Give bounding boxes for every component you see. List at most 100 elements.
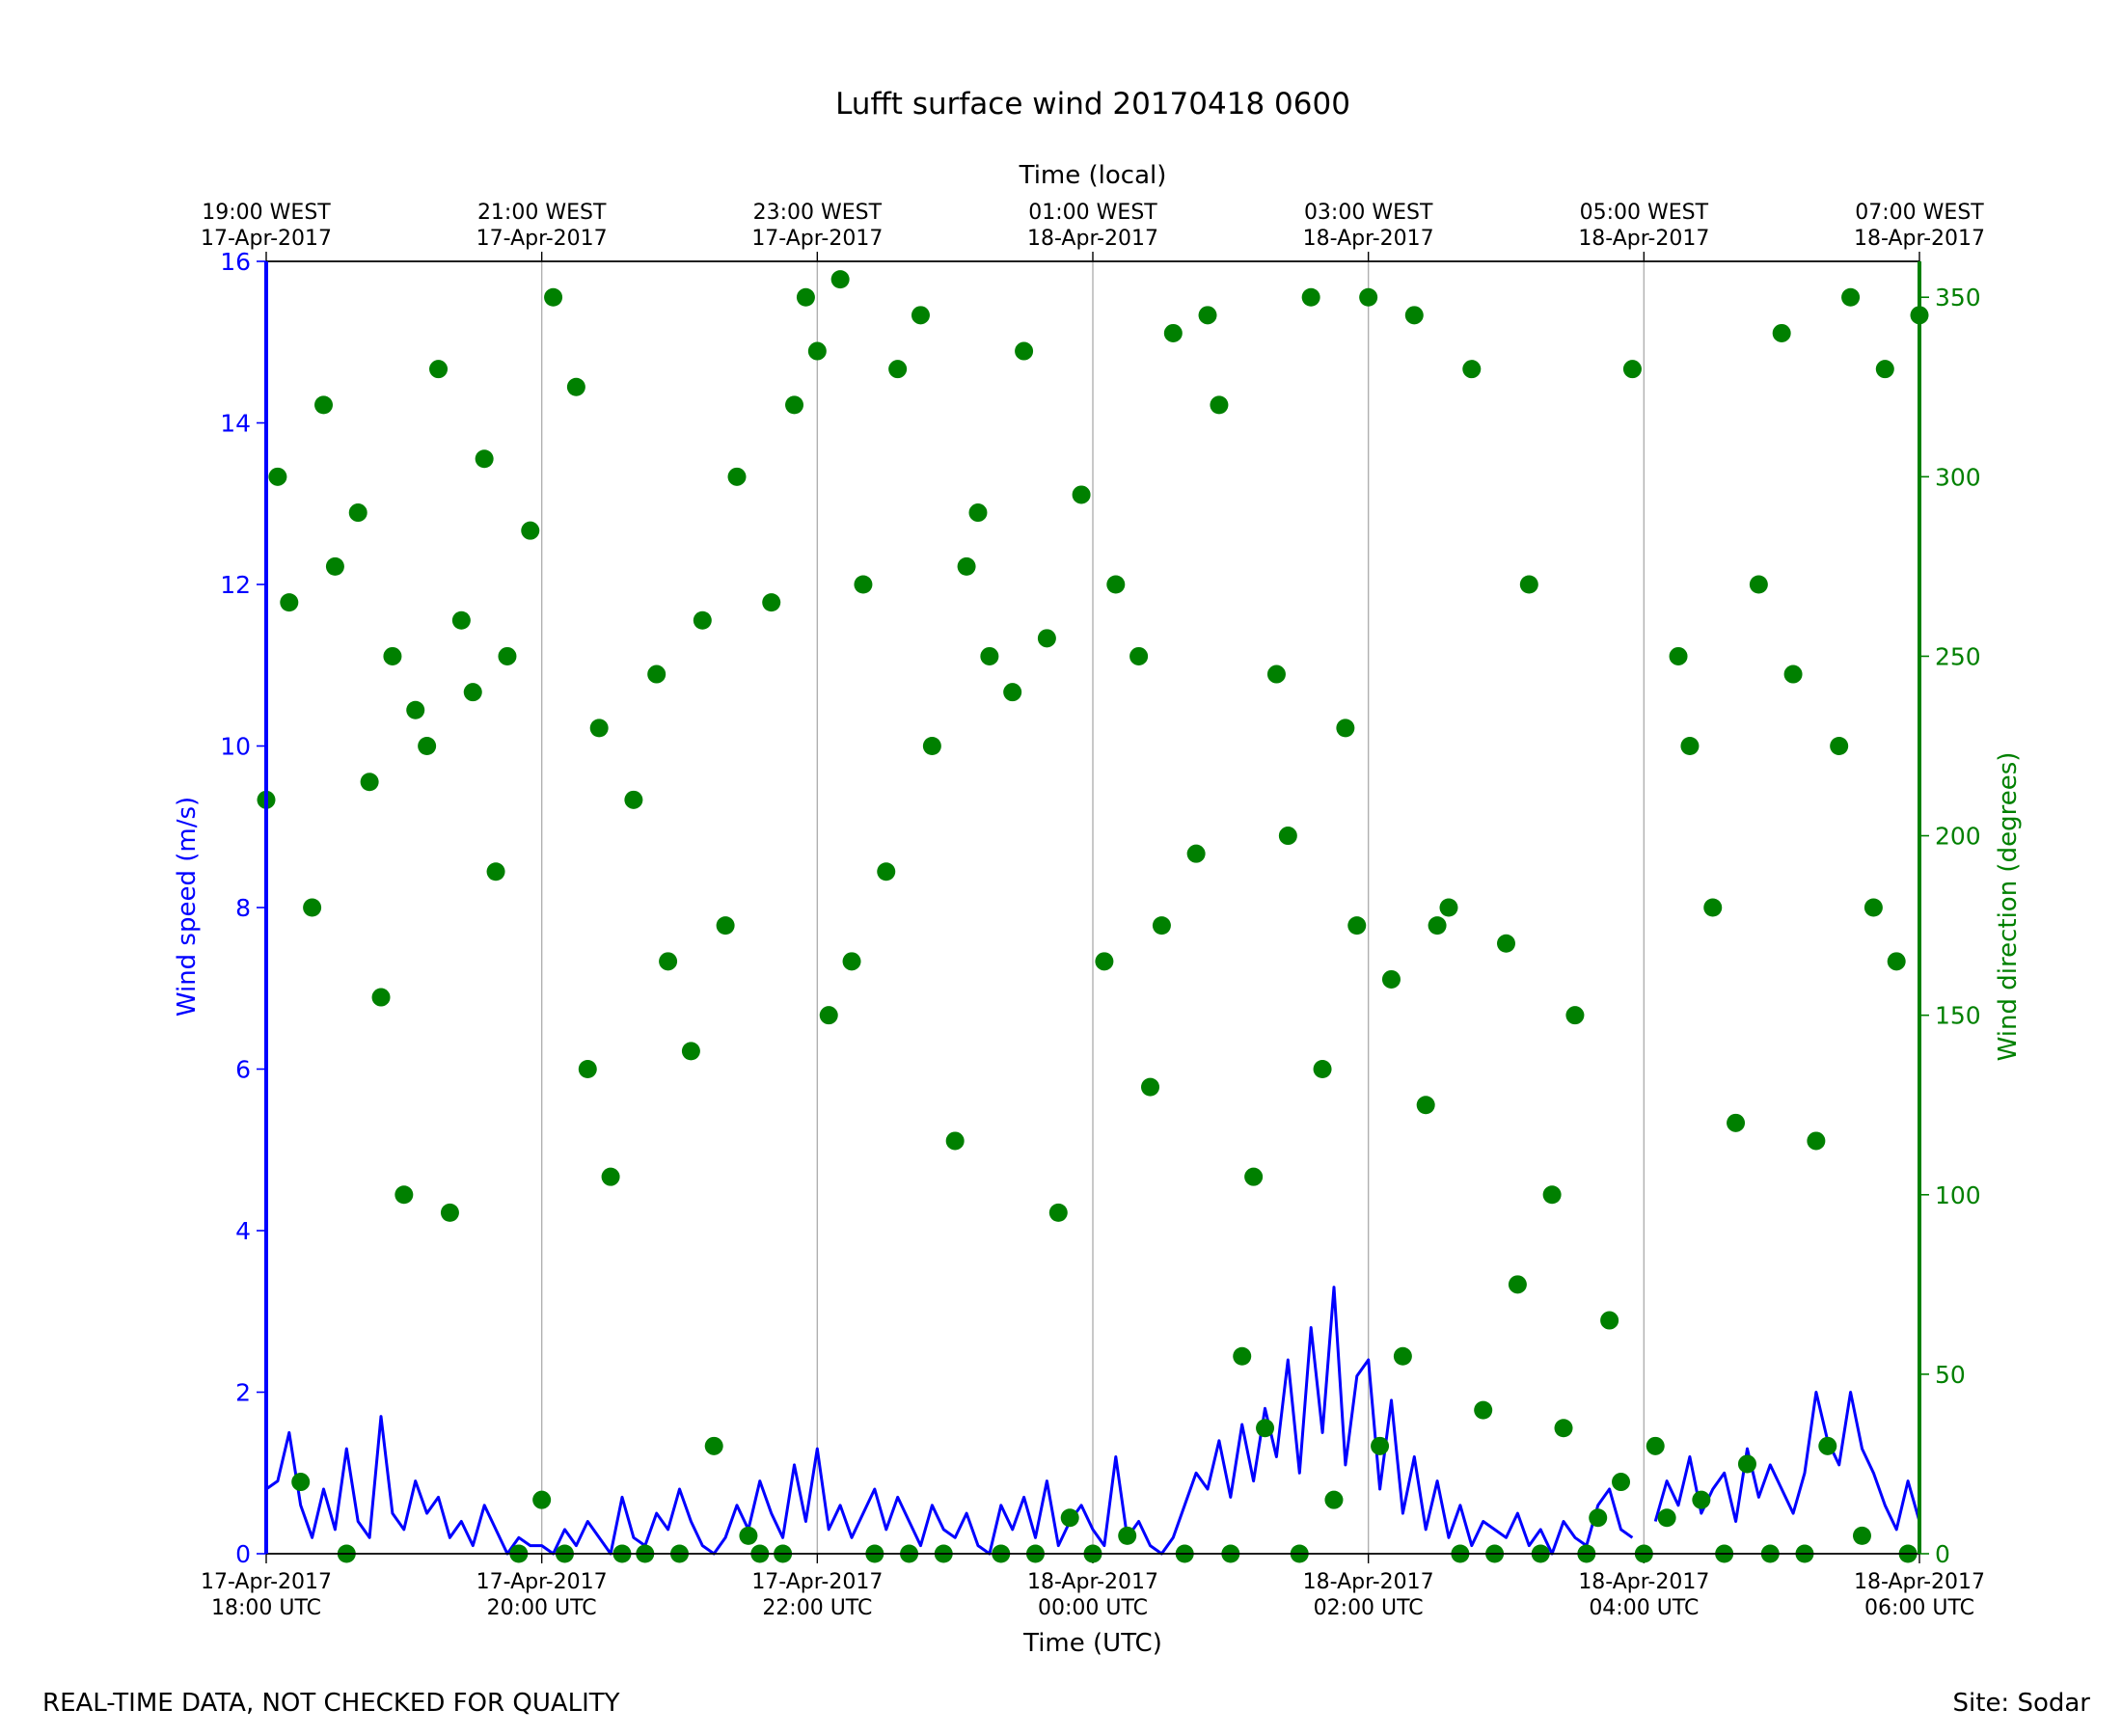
- direction-point: [1439, 898, 1458, 917]
- y2-tick-label: 150: [1935, 1002, 1981, 1030]
- x-tick-label: 17-Apr-2017 18:00 UTC: [201, 1570, 332, 1620]
- direction-point: [1003, 683, 1022, 702]
- direction-point: [1336, 719, 1355, 738]
- direction-point: [1152, 916, 1171, 936]
- direction-point: [888, 360, 908, 379]
- footer-left: REAL-TIME DATA, NOT CHECKED FOR QUALITY: [42, 1689, 620, 1718]
- direction-point: [1186, 844, 1206, 863]
- x-tick-label-line: 17-Apr-2017: [751, 1570, 883, 1594]
- direction-point: [796, 287, 815, 307]
- direction-point: [1163, 323, 1183, 342]
- direction-point: [418, 737, 437, 755]
- x2-tick-label-line: 03:00 WEST: [1304, 201, 1433, 225]
- x2-tick-label-line: 21:00 WEST: [477, 201, 607, 225]
- x2-tick-label-line: 01:00 WEST: [1028, 201, 1157, 225]
- direction-point: [1772, 323, 1791, 342]
- y2-axis-label: Wind direction (degrees): [1994, 752, 2023, 1062]
- direction-point: [704, 1436, 723, 1455]
- direction-point: [451, 610, 471, 630]
- x-tick-label-line: 18:00 UTC: [211, 1596, 321, 1620]
- direction-point: [1600, 1311, 1619, 1330]
- direction-point: [1015, 341, 1034, 361]
- x-tick-label: 18-Apr-2017 02:00 UTC: [1303, 1570, 1434, 1620]
- x2-tick-label: 05:00 WEST 18-Apr-2017: [1578, 201, 1709, 251]
- direction-point: [1393, 1346, 1412, 1366]
- direction-point: [1129, 646, 1149, 665]
- x-tick-label-line: 20:00 UTC: [487, 1596, 597, 1620]
- x-axis-label: Time (UTC): [1022, 1629, 1162, 1658]
- direction-point: [739, 1526, 758, 1545]
- direction-point: [1680, 737, 1700, 755]
- x-tick-label: 18-Apr-2017 06:00 UTC: [1854, 1570, 1985, 1620]
- direction-point: [1887, 952, 1906, 971]
- direction-point: [1830, 737, 1849, 755]
- direction-point: [1060, 1508, 1079, 1528]
- direction-point: [1347, 916, 1367, 936]
- x-tick-label-line: 17-Apr-2017: [201, 1570, 332, 1594]
- x2-tick-label: 23:00 WEST 17-Apr-2017: [751, 201, 883, 251]
- direction-point: [681, 1042, 700, 1061]
- direction-point: [1210, 395, 1229, 415]
- direction-point: [1462, 360, 1482, 379]
- x2-tick-label-line: 17-Apr-2017: [476, 227, 608, 251]
- direction-point: [1266, 665, 1286, 684]
- x2-axis-label: Time (local): [1019, 161, 1167, 190]
- direction-point: [280, 593, 299, 612]
- direction-point: [348, 503, 367, 523]
- direction-point: [532, 1490, 552, 1509]
- direction-point: [1542, 1185, 1562, 1205]
- direction-point: [1497, 934, 1515, 953]
- direction-point: [1428, 916, 1447, 936]
- x2-tick-label: 01:00 WEST 18-Apr-2017: [1027, 201, 1158, 251]
- direction-point: [1692, 1490, 1711, 1509]
- direction-point: [922, 737, 941, 755]
- direction-point: [1727, 1113, 1746, 1132]
- direction-point: [830, 270, 850, 289]
- direction-point: [1852, 1526, 1871, 1545]
- x2-tick-label: 07:00 WEST 18-Apr-2017: [1854, 201, 1985, 251]
- x-tick-label-line: 18-Apr-2017: [1303, 1570, 1434, 1594]
- direction-point: [1749, 575, 1768, 594]
- direction-point: [394, 1185, 414, 1205]
- direction-point: [1646, 1436, 1665, 1455]
- x-tick-label-line: 17-Apr-2017: [476, 1570, 608, 1594]
- direction-point: [1807, 1131, 1826, 1151]
- direction-point: [406, 700, 425, 719]
- direction-point: [1278, 827, 1297, 846]
- y-tick-label: 12: [220, 571, 251, 599]
- direction-point: [1301, 287, 1320, 307]
- x-tick-label-line: 18-Apr-2017: [1578, 1570, 1709, 1594]
- direction-point: [601, 1167, 620, 1186]
- x2-tick-label-line: 17-Apr-2017: [201, 227, 332, 251]
- y-tick-label: 4: [235, 1217, 251, 1245]
- x2-tick-label-line: 18-Apr-2017: [1303, 227, 1434, 251]
- direction-point: [566, 377, 585, 396]
- direction-point: [624, 790, 643, 809]
- direction-point: [1371, 1436, 1390, 1455]
- direction-point: [1818, 1436, 1837, 1455]
- direction-point: [314, 395, 334, 415]
- direction-point: [521, 521, 540, 540]
- y-tick-label: 10: [220, 733, 251, 761]
- x2-tick-label: 21:00 WEST 17-Apr-2017: [476, 201, 608, 251]
- direction-point: [1612, 1473, 1631, 1492]
- direction-point: [785, 395, 804, 415]
- y2-tick-label: 200: [1935, 823, 1981, 851]
- direction-point: [1037, 629, 1056, 648]
- y2-tick-label: 250: [1935, 642, 1981, 670]
- direction-point: [1404, 306, 1424, 325]
- direction-point: [1244, 1167, 1264, 1186]
- direction-point: [475, 449, 494, 469]
- direction-point: [1841, 287, 1861, 307]
- x-tick-label: 17-Apr-2017 20:00 UTC: [476, 1570, 608, 1620]
- y-axis-label: Wind speed (m/s): [173, 797, 202, 1017]
- direction-point: [360, 773, 379, 792]
- direction-point: [463, 683, 482, 702]
- direction-point: [659, 952, 678, 971]
- x2-tick-label-line: 17-Apr-2017: [751, 227, 883, 251]
- direction-point: [957, 556, 976, 576]
- y-tick-label: 16: [220, 248, 251, 276]
- direction-point: [945, 1131, 965, 1151]
- direction-point: [1703, 898, 1723, 917]
- direction-point: [968, 503, 988, 523]
